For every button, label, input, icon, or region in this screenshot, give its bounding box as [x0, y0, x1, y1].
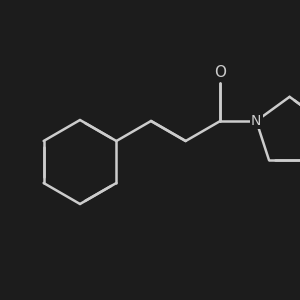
- Text: N: N: [251, 114, 262, 128]
- Text: O: O: [214, 65, 226, 80]
